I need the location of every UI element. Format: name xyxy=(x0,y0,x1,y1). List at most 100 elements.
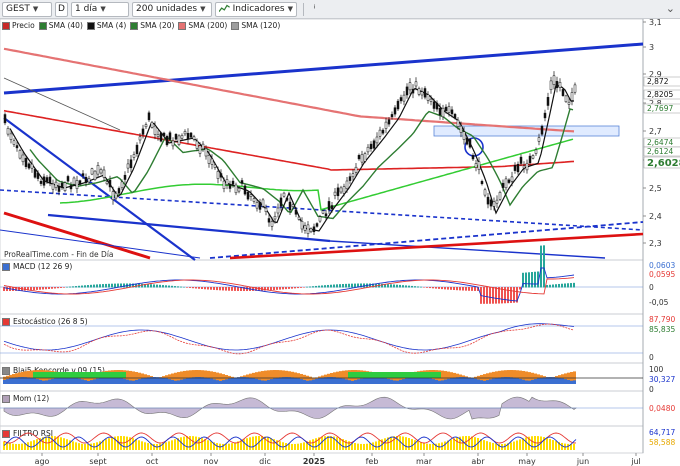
dropdown-arrow-icon[interactable]: ⌄ xyxy=(665,2,675,15)
koncorde-blue-bar xyxy=(327,377,330,384)
candle-body xyxy=(477,161,481,170)
macd-histogram-bar xyxy=(144,283,146,288)
stoch-label: Estocástico (26 8 5) xyxy=(2,317,88,326)
macd-histogram-bar xyxy=(426,287,428,288)
units-select[interactable]: 200 unidades ▼ xyxy=(132,1,212,17)
koncorde-orange-bar xyxy=(90,374,93,384)
candle-body xyxy=(279,197,283,207)
macd-histogram-bar xyxy=(99,284,101,288)
koncorde-blue-bar xyxy=(492,378,495,384)
trendline-down-steep xyxy=(3,117,196,261)
macd-histogram-bar xyxy=(33,287,35,291)
candle-body xyxy=(318,216,322,222)
macd-histogram-bar xyxy=(54,287,56,289)
x-axis-label: dic xyxy=(259,457,271,466)
koncorde-green-bar xyxy=(33,372,36,378)
koncorde-orange-bar xyxy=(300,373,303,384)
koncorde-blue-bar xyxy=(300,379,303,384)
koncorde-blue-bar xyxy=(357,379,360,384)
macd-histogram-bar xyxy=(483,287,485,304)
koncorde-orange-bar xyxy=(201,370,204,384)
koncorde-blue-bar xyxy=(132,380,135,384)
stoch-tick-label: 85,835 xyxy=(649,325,675,334)
candle-body xyxy=(171,140,175,147)
candle-body xyxy=(246,191,250,200)
koncorde-blue-bar xyxy=(129,380,132,384)
macd-histogram-bar xyxy=(387,284,389,288)
candle-body xyxy=(126,163,130,169)
koncorde-green-bar xyxy=(57,372,60,378)
koncorde-blue-bar xyxy=(225,379,228,384)
koncorde-blue-bar xyxy=(276,377,279,384)
candle-body xyxy=(216,171,220,179)
candle-body xyxy=(213,164,217,168)
koncorde-orange-bar xyxy=(516,370,519,384)
macd-histogram-bar xyxy=(69,286,71,288)
koncorde-blue-bar xyxy=(456,377,459,384)
candle-body xyxy=(300,221,304,230)
candle-body xyxy=(18,150,22,159)
candle-body xyxy=(552,75,556,85)
legend-item[interactable]: SMA (20) xyxy=(130,21,174,30)
macd-histogram-bar xyxy=(315,285,317,288)
info-icon[interactable]: ⁱ xyxy=(313,3,316,15)
candle-body xyxy=(459,125,463,133)
koncorde-blue-bar xyxy=(282,377,285,384)
koncorde-tick-label: 30,327 xyxy=(649,375,675,384)
price-badge-label: 2,872 xyxy=(647,77,669,86)
candle-body xyxy=(555,81,559,89)
candle-body xyxy=(525,162,529,171)
legend-item[interactable]: SMA (120) xyxy=(231,21,280,30)
koncorde-blue-bar xyxy=(135,379,138,384)
koncorde-orange-bar xyxy=(279,370,282,384)
macd-histogram-bar xyxy=(120,283,122,288)
koncorde-green-bar xyxy=(405,372,408,378)
candle-body xyxy=(408,82,412,91)
legend-item[interactable]: SMA (200) xyxy=(178,21,227,30)
candle-body xyxy=(45,177,49,182)
koncorde-blue-bar xyxy=(399,379,402,384)
macd-histogram-bar xyxy=(87,285,89,288)
candle-body xyxy=(570,92,574,101)
ticker-select[interactable]: GEST ▼ xyxy=(2,1,52,17)
koncorde-blue-bar xyxy=(27,377,30,384)
macd-histogram-bar xyxy=(324,285,326,288)
legend-item[interactable]: Precio xyxy=(2,21,35,30)
indicators-button[interactable]: Indicadores ▼ xyxy=(215,1,297,17)
candle-body xyxy=(519,156,523,164)
macd-histogram-bar xyxy=(294,287,296,289)
koncorde-orange-bar xyxy=(444,371,447,384)
koncorde-blue-bar xyxy=(429,378,432,384)
koncorde-green-bar xyxy=(366,372,369,378)
macd-histogram-bar xyxy=(396,284,398,288)
koncorde-blue-bar xyxy=(147,377,150,384)
macd-histogram-bar xyxy=(561,283,563,288)
trendline-lower-thin xyxy=(0,229,201,259)
koncorde-green-bar xyxy=(378,372,381,378)
macd-histogram-bar xyxy=(48,287,50,289)
macd-histogram-bar xyxy=(39,287,41,290)
sma-40-line xyxy=(29,108,574,220)
koncorde-blue-bar xyxy=(96,378,99,384)
period-select[interactable]: 1 día ▼ xyxy=(71,1,129,17)
candle-body xyxy=(390,114,394,118)
macd-histogram-bar xyxy=(537,271,539,288)
candle-body xyxy=(159,132,163,142)
candle-body xyxy=(141,128,145,135)
koncorde-blue-bar xyxy=(54,378,57,384)
legend-item[interactable]: SMA (4) xyxy=(86,21,126,30)
price-badge xyxy=(643,146,680,157)
macd-histogram-bar xyxy=(312,286,314,288)
macd-histogram-bar xyxy=(408,285,410,288)
koncorde-orange-bar xyxy=(93,373,96,384)
candle-body xyxy=(501,182,505,188)
koncorde-blue-bar xyxy=(30,377,33,384)
period-icon[interactable]: D xyxy=(55,1,68,17)
macd-histogram-bar xyxy=(567,283,569,288)
macd-tick-label: 0,0603 xyxy=(649,261,675,270)
candle-body xyxy=(69,185,73,190)
candle-body xyxy=(21,154,25,163)
legend-item[interactable]: SMA (40) xyxy=(38,21,83,30)
koncorde-orange-bar xyxy=(303,374,306,384)
